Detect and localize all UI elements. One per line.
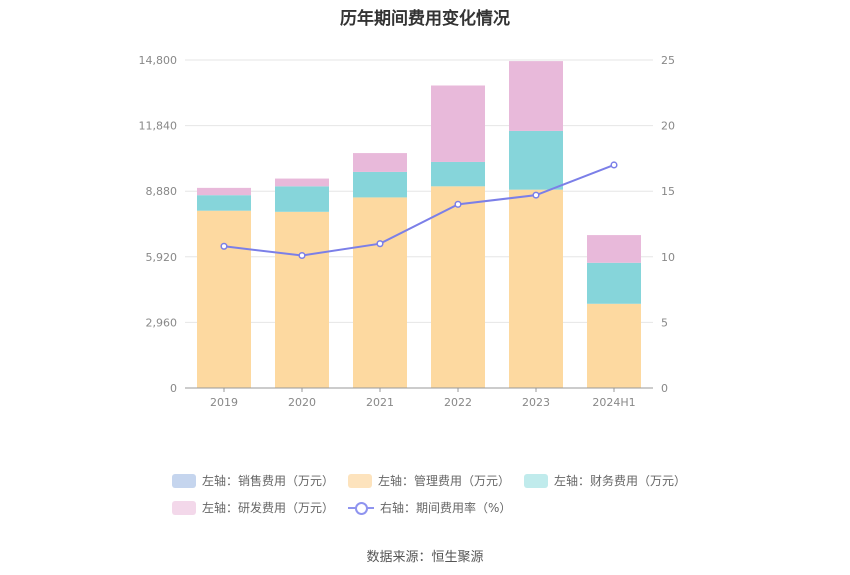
bar-rnd xyxy=(509,61,563,131)
legend-item-sales[interactable]: 左轴：销售费用（万元） xyxy=(172,472,334,489)
x-tick-label: 2021 xyxy=(366,396,394,409)
legend-swatch-rate xyxy=(348,501,375,515)
chart-plot: 0 2,960 5,920 8,880 11,840 14,800 0 5 10 15 20 25 20… xyxy=(139,54,676,409)
bar-finance xyxy=(431,161,485,187)
legend-label-finance: 左轴：财务费用（万元） xyxy=(554,474,687,488)
legend-swatch-sales xyxy=(172,473,196,488)
right-tick-label: 5 xyxy=(661,316,668,329)
legend-row-1: 左轴：销售费用（万元） 左轴：管理费用（万元） 左轴：财务费用（万元） xyxy=(172,472,692,489)
bar-rnd xyxy=(353,153,407,172)
bar-rnd xyxy=(431,85,485,162)
right-tick-label: 20 xyxy=(661,120,675,133)
bar-rnd xyxy=(587,235,641,263)
legend-row-2: 左轴：研发费用（万元） 右轴：期间费用率（%） xyxy=(172,499,692,516)
rate-point xyxy=(532,191,540,199)
x-tick-label: 2022 xyxy=(444,396,472,409)
legend-label-rnd: 左轴：研发费用（万元） xyxy=(202,501,335,515)
left-tick-label: 14,800 xyxy=(139,54,178,67)
bar-admin xyxy=(431,186,485,388)
rate-point xyxy=(610,161,618,169)
legend-label-sales: 左轴：销售费用（万元） xyxy=(202,474,335,488)
left-tick-label: 2,960 xyxy=(146,316,178,329)
x-tick-label: 2020 xyxy=(288,396,316,409)
legend-item-finance[interactable]: 左轴：财务费用（万元） xyxy=(524,472,686,489)
grid-lines xyxy=(185,59,653,323)
legend-item-rnd[interactable]: 左轴：研发费用（万元） xyxy=(172,499,334,516)
legend-swatch-admin xyxy=(348,473,373,488)
chart-title: 历年期间费用变化情况 xyxy=(340,9,510,29)
axes: 0 2,960 5,920 8,880 11,840 14,800 0 5 10 15 20 25 20… xyxy=(139,54,676,409)
legend: 左轴：销售费用（万元） 左轴：管理费用（万元） 左轴：财务费用（万元） 左轴：研… xyxy=(172,472,692,526)
left-tick-label: 0 xyxy=(170,382,177,395)
bar-finance xyxy=(587,262,641,304)
right-tick-label: 25 xyxy=(661,54,675,67)
rate-line xyxy=(220,161,618,260)
bars xyxy=(197,61,641,388)
legend-item-rate[interactable]: 右轴：期间费用率（%） xyxy=(348,499,511,516)
x-tick-label: 2023 xyxy=(522,396,550,409)
rate-line-path xyxy=(223,164,615,257)
legend-label-rate: 右轴：期间费用率（%） xyxy=(380,501,512,515)
left-tick-label: 11,840 xyxy=(139,120,178,133)
bar-finance xyxy=(353,171,407,198)
source-note: 数据来源：恒生聚源 xyxy=(366,550,484,565)
legend-swatch-finance xyxy=(524,473,549,488)
bar-admin xyxy=(353,197,407,388)
bar-rnd xyxy=(197,187,251,196)
right-tick-label: 10 xyxy=(661,251,675,264)
left-tick-label: 8,880 xyxy=(146,185,178,198)
left-tick-label: 5,920 xyxy=(146,251,178,264)
bar-admin xyxy=(197,210,251,388)
rate-point xyxy=(298,251,306,260)
legend-swatch-rnd xyxy=(172,500,196,515)
x-tick-label: 2019 xyxy=(210,396,238,409)
x-tick-label: 2024H1 xyxy=(592,396,635,409)
right-tick-label: 0 xyxy=(661,382,668,395)
legend-label-admin: 左轴：管理费用（万元） xyxy=(378,474,511,488)
right-tick-label: 15 xyxy=(661,185,675,198)
bar-rnd xyxy=(275,178,329,187)
legend-item-admin[interactable]: 左轴：管理费用（万元） xyxy=(348,472,510,489)
bar-admin xyxy=(509,189,563,388)
bar-finance xyxy=(509,130,563,190)
rate-point xyxy=(376,240,384,248)
rate-point xyxy=(454,200,462,208)
bar-finance xyxy=(197,195,251,211)
bar-admin xyxy=(587,303,641,388)
rate-point xyxy=(220,242,228,250)
bar-admin xyxy=(275,211,329,388)
bar-finance xyxy=(275,186,329,212)
